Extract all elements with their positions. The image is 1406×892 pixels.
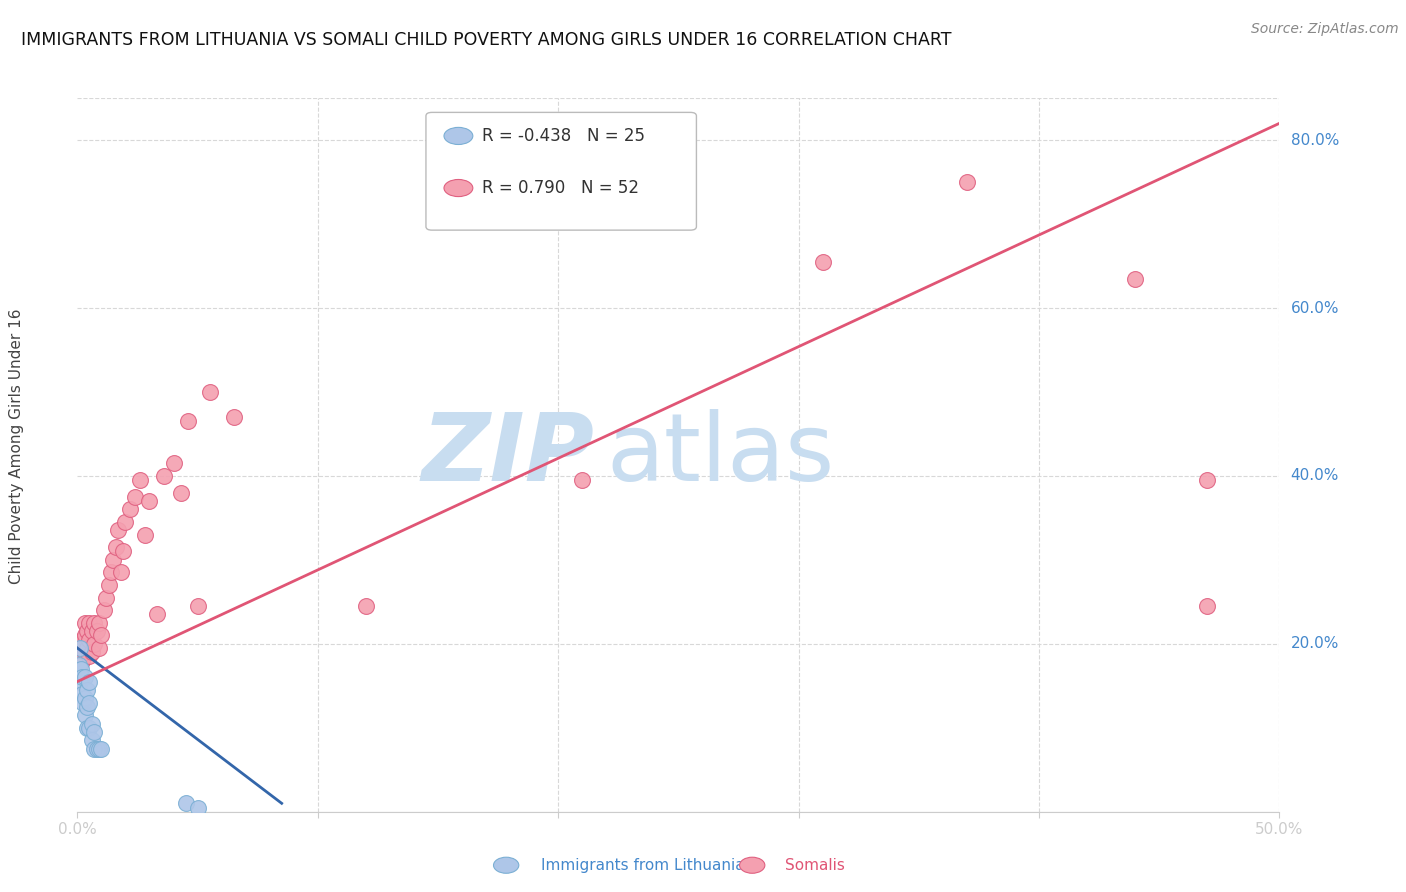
Point — [1197, 473, 1219, 487]
Point — [177, 414, 200, 428]
Circle shape — [444, 179, 472, 196]
Point — [97, 578, 120, 592]
Point — [73, 628, 96, 642]
Point — [69, 637, 91, 651]
Text: IMMIGRANTS FROM LITHUANIA VS SOMALI CHILD POVERTY AMONG GIRLS UNDER 16 CORRELATI: IMMIGRANTS FROM LITHUANIA VS SOMALI CHIL… — [21, 31, 952, 49]
Point — [67, 649, 90, 664]
Point — [76, 624, 98, 639]
Point — [198, 384, 221, 399]
Point — [80, 645, 103, 659]
Point — [107, 524, 129, 538]
Point — [83, 741, 105, 756]
Point — [79, 721, 101, 735]
Point — [79, 649, 101, 664]
Point — [80, 716, 103, 731]
Point — [90, 628, 112, 642]
Point — [79, 615, 101, 630]
Text: Somalis: Somalis — [785, 858, 845, 872]
Point — [70, 687, 93, 701]
Point — [186, 599, 209, 613]
Point — [124, 490, 146, 504]
Point — [69, 674, 91, 689]
Point — [1123, 271, 1146, 285]
Text: 40.0%: 40.0% — [1291, 468, 1339, 483]
Point — [90, 741, 112, 756]
Point — [186, 800, 209, 814]
Point — [174, 797, 197, 811]
Point — [70, 670, 93, 684]
Text: 60.0%: 60.0% — [1291, 301, 1339, 316]
Text: R = 0.790   N = 52: R = 0.790 N = 52 — [482, 179, 640, 197]
Point — [86, 741, 108, 756]
Text: Immigrants from Lithuania: Immigrants from Lithuania — [541, 858, 745, 872]
Point — [67, 657, 90, 672]
Point — [120, 502, 142, 516]
Point — [138, 494, 160, 508]
Point — [128, 473, 150, 487]
Point — [76, 699, 98, 714]
Point — [72, 696, 94, 710]
Text: 80.0%: 80.0% — [1291, 133, 1339, 147]
Point — [83, 615, 105, 630]
Point — [76, 640, 98, 655]
Point — [114, 515, 136, 529]
Text: 20.0%: 20.0% — [1291, 636, 1339, 651]
Point — [76, 683, 98, 698]
Point — [73, 670, 96, 684]
Point — [86, 624, 108, 639]
Point — [87, 640, 110, 655]
Point — [80, 624, 103, 639]
Point — [87, 615, 110, 630]
Point — [73, 615, 96, 630]
Circle shape — [444, 128, 472, 145]
Point — [70, 632, 93, 647]
Point — [103, 553, 125, 567]
Point — [222, 410, 245, 425]
Text: Source: ZipAtlas.com: Source: ZipAtlas.com — [1251, 22, 1399, 37]
Point — [80, 733, 103, 747]
Point — [956, 175, 979, 189]
Point — [153, 469, 176, 483]
Point — [73, 645, 96, 659]
Point — [70, 640, 93, 655]
Point — [93, 603, 115, 617]
Point — [96, 591, 118, 605]
Text: atlas: atlas — [606, 409, 835, 501]
Point — [70, 654, 93, 668]
Point — [354, 599, 377, 613]
Point — [69, 640, 91, 655]
Point — [111, 544, 134, 558]
Text: R = -0.438   N = 25: R = -0.438 N = 25 — [482, 127, 645, 145]
Point — [100, 566, 122, 580]
Point — [76, 721, 98, 735]
Point — [79, 632, 101, 647]
Point — [87, 741, 110, 756]
Point — [1197, 599, 1219, 613]
Point — [170, 485, 193, 500]
FancyBboxPatch shape — [426, 112, 696, 230]
Text: Child Poverty Among Girls Under 16: Child Poverty Among Girls Under 16 — [10, 309, 24, 583]
Point — [70, 662, 93, 676]
Text: ZIP: ZIP — [422, 409, 595, 501]
Point — [811, 255, 834, 269]
Point — [79, 696, 101, 710]
Point — [110, 566, 132, 580]
Point — [83, 637, 105, 651]
Point — [134, 527, 156, 541]
Point — [73, 691, 96, 706]
Point — [145, 607, 167, 622]
Point — [69, 657, 91, 672]
Point — [571, 473, 593, 487]
Point — [73, 708, 96, 723]
Point — [162, 456, 184, 470]
Point — [104, 541, 127, 555]
Point — [83, 725, 105, 739]
Point — [79, 674, 101, 689]
